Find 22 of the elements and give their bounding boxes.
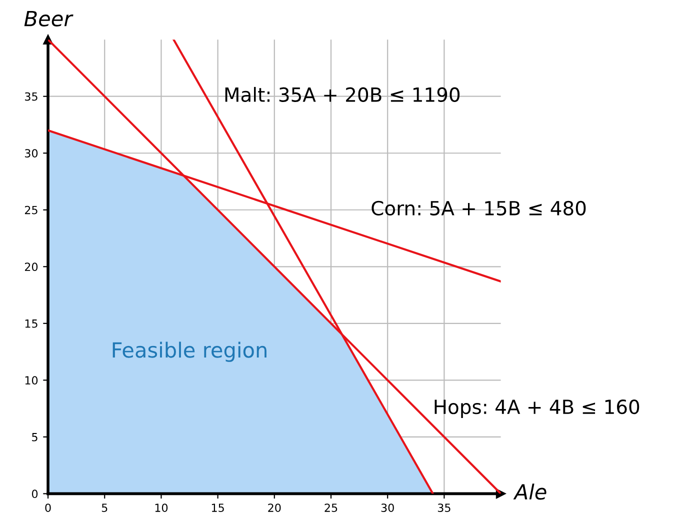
x-axis-title: Ale [513,484,546,500]
y-tick-label: 15 [25,320,38,328]
y-tick-label: 30 [25,149,38,158]
x-tick-label: 30 [381,504,394,512]
y-tick-label: 35 [25,92,38,101]
x-tick-label: 0 [45,504,51,512]
x-tick-label: 35 [438,504,450,512]
y-tick-label: 20 [24,262,38,272]
series-label: Malt: 35A + 20B ≤ 1190 [225,86,460,102]
y-tick-label: 0 [32,490,38,498]
x-tick-label: 10 [155,504,168,512]
x-tick-label: 15 [212,504,224,512]
y-tick-label: 5 [32,433,38,442]
series-label: Corn: 5A + 15B ≤ 480 [372,200,586,216]
series-label: Hops: 4A + 4B ≤ 160 [434,399,640,418]
y-axis-title: Beer [24,10,74,26]
y-tick-label: 10 [25,376,38,385]
x-tick-label: 20 [268,504,281,512]
y-tick-label: 25 [24,206,38,214]
x-tick-label: 5 [102,504,108,512]
x-tick-label: 25 [324,504,338,512]
series-label: Feasible region [112,342,266,362]
